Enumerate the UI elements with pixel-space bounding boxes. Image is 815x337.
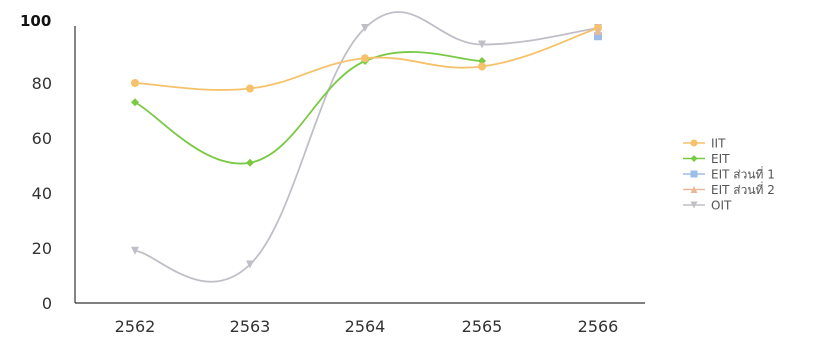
legend-marker [690, 170, 698, 178]
data-point [361, 54, 369, 63]
data-point [131, 79, 139, 87]
axes [74, 26, 645, 304]
legend-marker [690, 139, 698, 147]
x-tick-labels: 2562 2563 2564 2565 2566 [115, 317, 619, 336]
y-tick-label: 40 [32, 184, 52, 203]
x-tick-label: 2566 [578, 317, 619, 336]
legend-label: OIT [711, 199, 732, 213]
legend-label: IIT [711, 137, 726, 151]
legend-item: OIT [683, 199, 732, 213]
y-tick-label: 60 [32, 129, 52, 148]
data-point [246, 84, 254, 93]
series-line [134, 51, 483, 165]
series-lines [134, 11, 599, 283]
legend-item: EIT [683, 152, 730, 166]
legend-marker [690, 186, 698, 193]
data-point [131, 246, 139, 255]
legend-item: IIT [683, 137, 726, 151]
x-tick-label: 2563 [230, 317, 271, 336]
y-tick-label: 80 [32, 74, 52, 93]
data-point [478, 57, 486, 65]
data-point [361, 24, 369, 32]
data-point [246, 158, 254, 167]
legend-label: EIT ส่วนที่ 1 [711, 166, 775, 182]
data-point [594, 26, 602, 35]
x-tick-label: 2564 [345, 317, 386, 336]
legend-marker [690, 201, 698, 209]
y-tick-label: 20 [32, 239, 52, 258]
data-point [594, 32, 602, 41]
series-line [134, 11, 599, 283]
legend-label: EIT [711, 152, 730, 166]
x-tick-label: 2565 [462, 317, 503, 336]
data-point [246, 260, 254, 269]
series-points [131, 24, 602, 269]
y-tick-labels: 100 80 60 40 20 0 [20, 12, 52, 313]
data-point [131, 98, 139, 107]
legend-item: EIT ส่วนที่ 2 [683, 181, 775, 197]
y-tick-label: 0 [42, 294, 52, 313]
legend-label: EIT ส่วนที่ 2 [711, 181, 775, 197]
legend-item: EIT ส่วนที่ 1 [683, 166, 775, 182]
data-point [478, 62, 486, 71]
data-point [478, 40, 486, 49]
legend-marker [690, 155, 698, 162]
x-tick-label: 2562 [115, 317, 156, 336]
y-tick-label: 100 [20, 12, 51, 30]
